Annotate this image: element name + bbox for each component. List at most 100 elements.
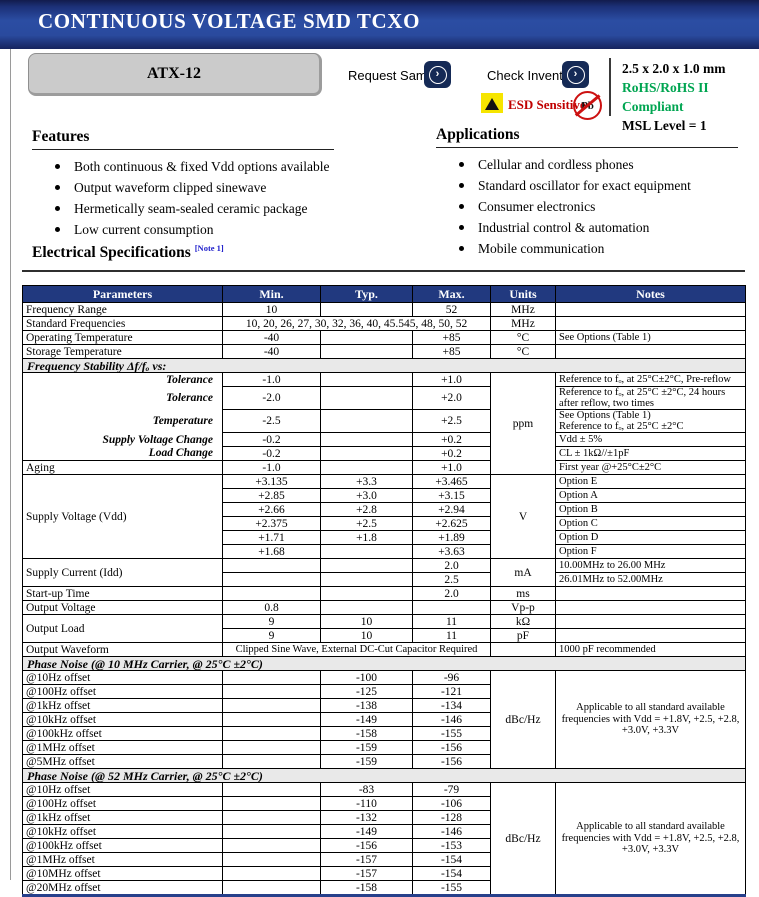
typ-cell [320,432,413,447]
max-cell: +2.625 [412,516,491,531]
application-text: Consumer electronics [478,199,596,214]
table-row: @100Hz offset -110 -106 [22,796,746,811]
table-header-row: Parameters Min. Typ. Max. Units Notes [22,285,746,303]
chevron-right-icon: › [566,65,585,84]
max-cell: +2.0 [412,386,491,410]
electrical-specs-table: Parameters Min. Typ. Max. Units Notes Fr… [22,285,746,897]
notes-cell: Option E [555,474,746,489]
bullet-icon [459,162,464,167]
col-header-units: Units [490,285,556,303]
applications-section: Applications Cellular and cordless phone… [436,126,738,262]
section-row: Phase Noise (@ 10 MHz Carrier, @ 25°C ±2… [22,656,746,671]
max-cell: 2.5 [412,572,491,587]
table-row: Supply Voltage Change -0.2 +0.2 Vdd ± 5% [22,432,746,447]
notes-cell: See Options (Table 1) [555,330,746,345]
application-text: Mobile communication [478,241,605,256]
param-cell: Tolerance [22,386,223,410]
notes-cell: See Options (Table 1) Reference to fₒ, a… [555,409,746,433]
bullet-icon [55,164,60,169]
typ-cell: -83 [320,782,413,797]
typ-cell [320,330,413,345]
units-cell: MHz [490,316,556,331]
min-cell [222,852,321,867]
notes-cell: Option D [555,530,746,545]
typ-cell [320,386,413,410]
list-item: Both continuous & fixed Vdd options avai… [32,159,334,174]
col-header-parameters: Parameters [22,285,223,303]
min-cell: 9 [222,628,321,643]
notes-cell: Option C [555,516,746,531]
units-cell: ppm [490,372,556,475]
param-cell: Tolerance [22,372,223,387]
max-cell [412,600,491,615]
min-cell: +2.85 [222,488,321,503]
max-cell: -146 [412,824,491,839]
list-item: Low current consumption [32,222,334,237]
request-samples-button[interactable]: › [424,61,451,88]
table-row: Output Waveform Clipped Sine Wave, Exter… [22,642,746,657]
notes-cell: Vdd ± 5% [555,432,746,447]
min-cell [222,782,321,797]
notes-cell [555,600,746,615]
bullet-icon [459,183,464,188]
package-dimensions: 2.5 x 2.0 x 1.0 mm [622,61,726,76]
param-cell: @100Hz offset [22,796,223,811]
max-cell: +85 [412,330,491,345]
min-cell: -2.5 [222,409,321,433]
table-row: Output Load 9 10 11 kΩ [22,614,746,643]
max-cell: -154 [412,866,491,881]
table-row: @1kHz offset -138 -134 [22,698,746,713]
max-cell: -121 [412,684,491,699]
notes-line: Reference to fₒ, at 25°C ±2°C [559,421,684,432]
list-item: Output waveform clipped sinewave [32,180,334,195]
min-cell: -2.0 [222,386,321,410]
section-label: Frequency Stability Δf/fₒ vs: [22,358,746,373]
typ-cell: +3.3 [320,474,413,489]
notes-cell [555,302,746,317]
min-cell [222,796,321,811]
max-cell: -96 [412,670,491,685]
table-row: Aging -1.0 +1.0 First year @+25°C±2°C [22,460,746,475]
min-cell: +2.375 [222,516,321,531]
table-row: Frequency Range 10 52 MHz [22,302,746,317]
param-cell: @1MHz offset [22,740,223,755]
notes-cell: Option F [555,544,746,559]
param-cell: Output Voltage [22,600,223,615]
typ-cell: -138 [320,698,413,713]
min-cell [222,684,321,699]
electrical-specs-heading: Electrical Specifications [Note 1] [32,243,224,262]
max-cell: +1.0 [412,460,491,475]
units-cell: mA [490,558,556,587]
check-inventory-link[interactable]: Check Inventory [487,68,581,83]
typ-cell: +1.8 [320,530,413,545]
section-label: Phase Noise (@ 10 MHz Carrier, @ 25°C ±2… [22,656,746,671]
msl-level: MSL Level = 1 [622,118,707,133]
typ-cell: -149 [320,824,413,839]
chevron-right-icon: › [428,65,447,84]
param-cell: Standard Frequencies [22,316,223,331]
table-row: @1MHz offset -157 -154 [22,852,746,867]
notes-cell [555,344,746,359]
note-1-link[interactable]: [Note 1] [194,243,224,253]
table-row: @10Hz offset -83 -79 dBc/Hz Applicable t… [22,782,746,896]
notes-cell: 10.00MHz to 26.00 MHz [555,558,746,573]
max-cell: 2.0 [412,586,491,601]
typ-cell [320,372,413,387]
notes-line: See Options (Table 1) [559,410,651,422]
typ-cell [320,586,413,601]
param-cell: @10MHz offset [22,866,223,881]
typ-cell [320,344,413,359]
typ-cell: -110 [320,796,413,811]
max-cell: -154 [412,852,491,867]
min-cell: +3.135 [222,474,321,489]
table-row: Tolerance -1.0 +1.0 ppm Reference to fₒ,… [22,372,746,475]
vertical-divider [609,58,611,116]
min-cell: -1.0 [222,372,321,387]
list-item: Consumer electronics [436,199,738,214]
min-cell [222,810,321,825]
section-label: Phase Noise (@ 52 MHz Carrier, @ 25°C ±2… [22,768,746,783]
param-cell: @10kHz offset [22,824,223,839]
feature-text: Output waveform clipped sinewave [74,180,267,195]
check-inventory-button[interactable]: › [562,61,589,88]
features-heading: Features [32,128,334,150]
